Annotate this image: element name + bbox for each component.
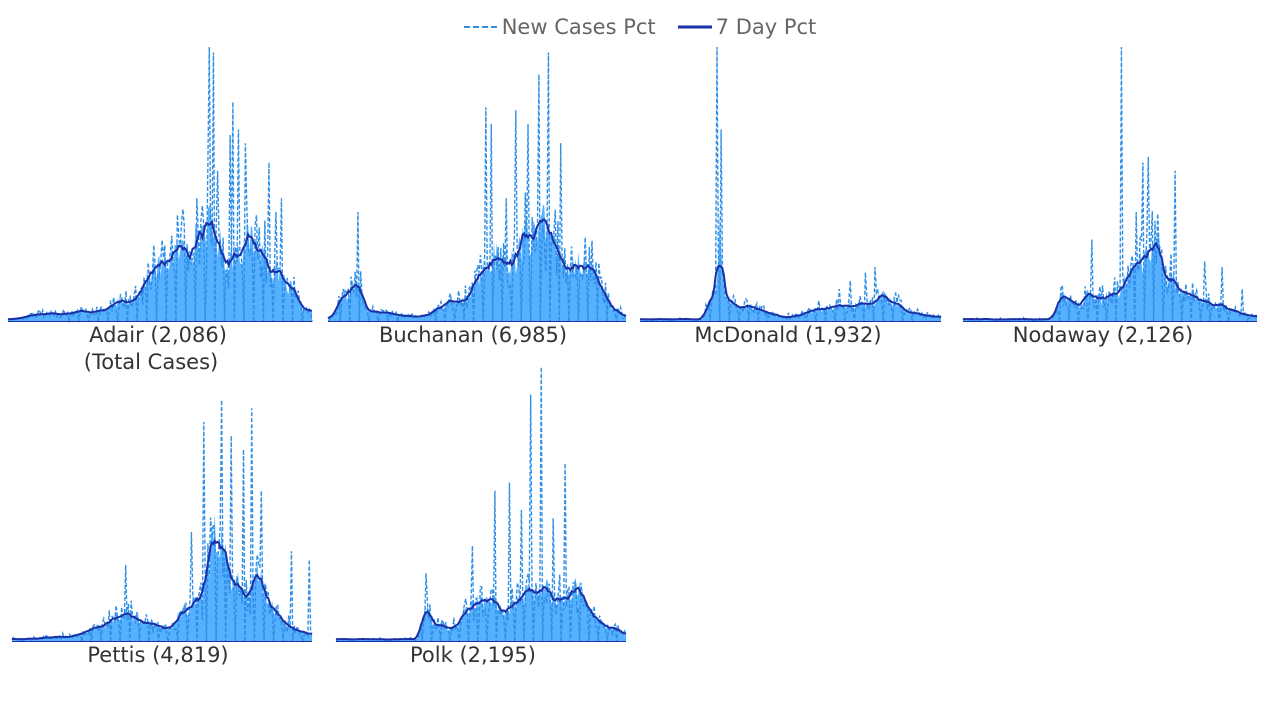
seven-day-line-buchanan bbox=[327, 218, 627, 320]
new-cases-line-nodaway bbox=[962, 46, 1258, 323]
solid-line-icon bbox=[677, 25, 712, 29]
chart-buchanan bbox=[327, 52, 627, 323]
panel-pettis[interactable] bbox=[11, 365, 313, 643]
panel-label-adair: Adair (2,086) bbox=[89, 323, 227, 347]
legend-item-7-day[interactable]: 7 Day Pct bbox=[677, 15, 817, 39]
panel-label-polk: Polk (2,195) bbox=[410, 643, 536, 667]
area-series-pettis bbox=[12, 512, 312, 642]
panel-adair[interactable] bbox=[7, 45, 313, 323]
legend-label-7-day: 7 Day Pct bbox=[715, 15, 817, 39]
legend-item-new-cases[interactable]: New Cases Pct bbox=[463, 15, 656, 39]
seven-day-line-mcdonald bbox=[639, 265, 942, 321]
seven-day-line-pettis bbox=[11, 539, 313, 641]
area-series-buchanan bbox=[328, 204, 626, 322]
panel-nodaway[interactable] bbox=[962, 45, 1258, 323]
chart-pettis bbox=[11, 399, 313, 643]
area-series-mcdonald bbox=[640, 215, 941, 322]
area-series-nodaway bbox=[963, 234, 1257, 322]
panel-label-mcdonald: McDonald (1,932) bbox=[694, 323, 882, 347]
panel-buchanan[interactable] bbox=[327, 45, 627, 323]
seven-day-line-adair bbox=[7, 219, 313, 321]
panel-label-pettis: Pettis (4,819) bbox=[87, 643, 229, 667]
panel-polk[interactable] bbox=[335, 365, 627, 643]
area-series-adair bbox=[8, 205, 312, 322]
new-cases-line-mcdonald bbox=[639, 46, 942, 323]
chart-adair bbox=[7, 46, 313, 323]
legend: New Cases Pct 7 Day Pct bbox=[0, 12, 1280, 42]
seven-day-line-polk bbox=[335, 585, 627, 641]
panel-sublabel-adair: (Total Cases) bbox=[83, 350, 219, 374]
chart-mcdonald bbox=[639, 46, 942, 323]
area-series-polk bbox=[336, 577, 626, 642]
panel-mcdonald[interactable] bbox=[639, 45, 942, 323]
panel-label-nodaway: Nodaway (2,126) bbox=[1012, 323, 1194, 347]
chart-nodaway bbox=[962, 46, 1258, 323]
legend-label-new-cases: New Cases Pct bbox=[501, 15, 656, 39]
panel-label-buchanan: Buchanan (6,985) bbox=[378, 323, 568, 347]
dashed-line-icon bbox=[463, 26, 498, 28]
new-cases-line-buchanan bbox=[327, 52, 627, 323]
seven-day-line-nodaway bbox=[962, 241, 1258, 321]
chart-polk bbox=[335, 366, 627, 643]
